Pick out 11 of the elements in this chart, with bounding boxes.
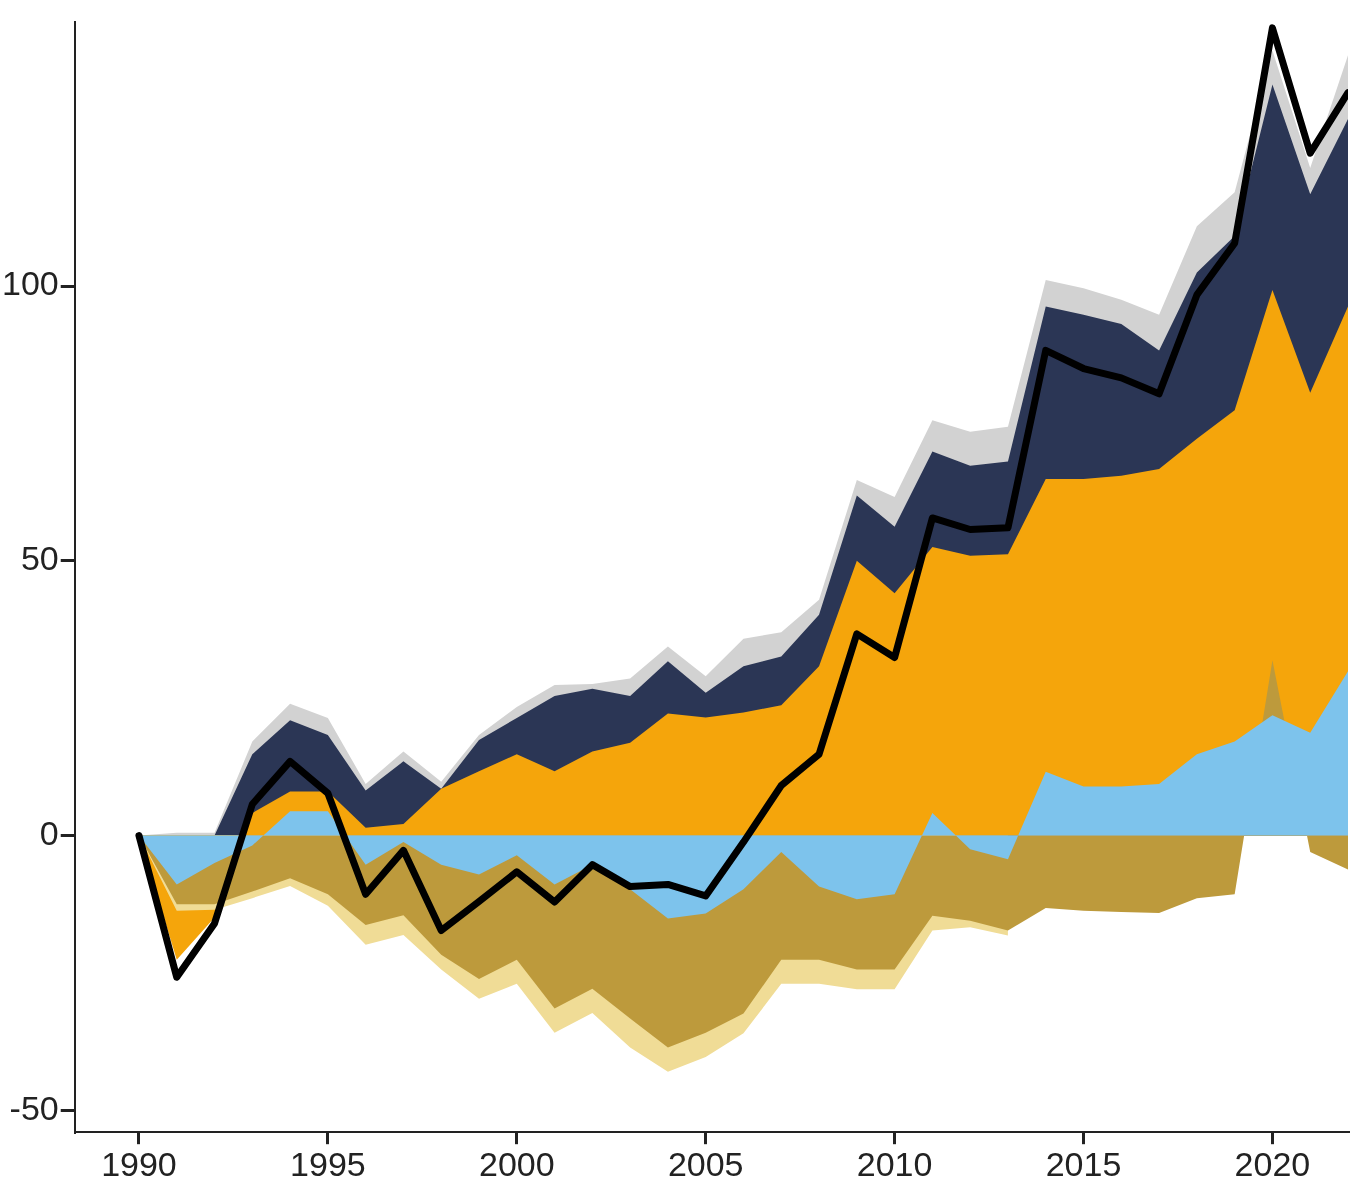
x-tick-label: 2020	[1234, 1144, 1311, 1183]
x-tick-label: 1990	[101, 1144, 177, 1183]
x-tick-label: 2010	[856, 1144, 933, 1183]
x-tick-label: 2015	[1045, 1144, 1122, 1183]
y-tick-label: 100	[1, 264, 59, 303]
x-tick-label: 2005	[667, 1144, 744, 1183]
y-tick-label: -50	[9, 1088, 59, 1127]
x-tick-label: 2000	[478, 1144, 555, 1183]
x-tick-label: 1995	[290, 1144, 366, 1183]
y-tick-label: 0	[39, 813, 59, 852]
y-tick-label: 50	[20, 539, 59, 578]
